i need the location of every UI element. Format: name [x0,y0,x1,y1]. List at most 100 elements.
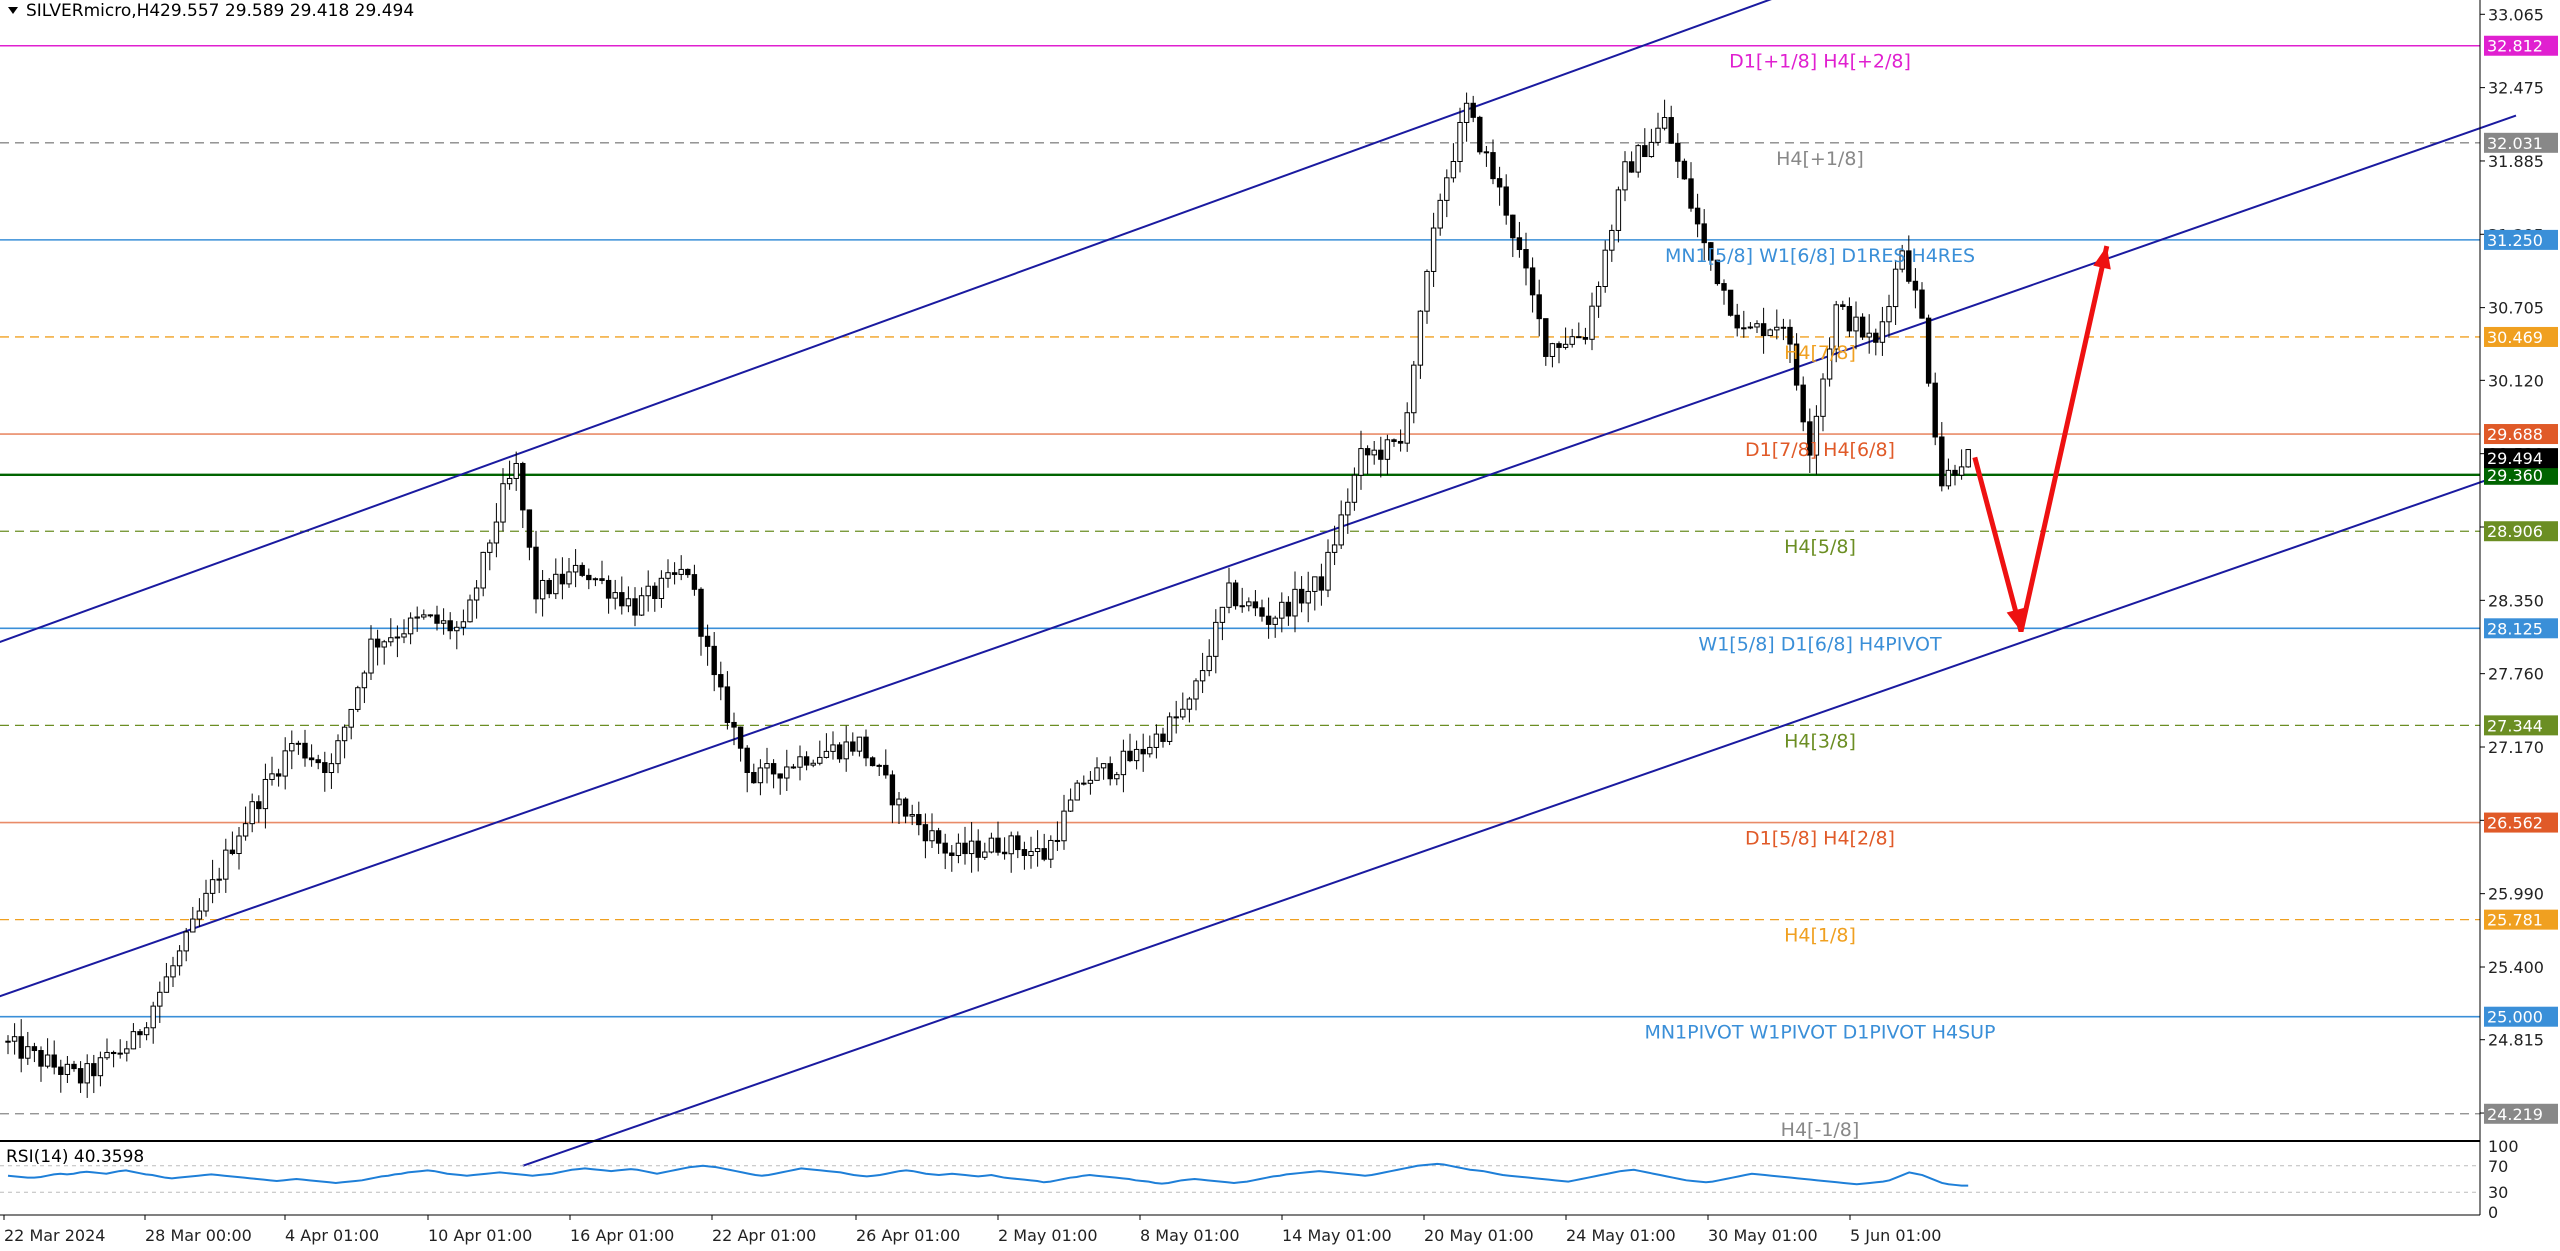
candle-body [1483,151,1490,154]
candle-body [427,614,434,617]
price-tag-label: 28.125 [2487,619,2543,638]
candle-body [1318,576,1325,591]
candle-body [1074,782,1080,801]
time-tick-label: 22 Apr 01:00 [712,1226,816,1245]
price-tag-bg [2484,464,2558,485]
candle-body [678,568,684,575]
candle-body [447,620,453,632]
candle-body [1021,849,1028,856]
candle-body [539,579,546,600]
level-labels: D1[+1/8] H4[+2/8] H4[+1/8] MN1[5/8] W1[6/8… [1644,51,1995,1141]
price-tick-label: 32.475 [2488,79,2544,98]
candle-body [124,1048,130,1054]
level-label: W1[5/8] D1[6/8] H4PIVOT [1698,633,1942,655]
arrow-head-icon [2093,246,2111,270]
candle-body [1061,810,1067,842]
candle-body [1807,421,1813,456]
price-tag-label: 25.781 [2487,911,2543,930]
price-tag-bg [2484,521,2558,542]
candle-body [599,578,605,581]
candle-body [1675,142,1681,162]
candle-body [473,587,480,601]
price-tick-label: 25.990 [2488,885,2544,904]
channel-line[interactable] [0,114,2517,998]
candle-body [38,1050,44,1067]
rsi-axis-label: 30 [2488,1183,2508,1202]
candle-body [302,742,308,759]
candle-body [1925,317,1932,384]
candle-body [1965,449,1971,468]
candle-body [394,636,401,639]
level-label: H4[3/8] [1784,730,1856,752]
candle-body [526,509,533,548]
candle-body [757,767,764,784]
candle-body [1846,305,1853,332]
candle-body [751,771,757,784]
candle-body [698,588,704,637]
candle-body [1754,323,1760,328]
ohlc-values: 29.557 29.589 29.418 29.494 [160,1,414,21]
candle-body [652,585,658,599]
forecast-path[interactable] [1972,245,2110,633]
candle-body [1292,588,1298,617]
trend-channel-lines[interactable] [0,0,2517,1167]
candle-body [830,744,836,752]
candle-body [1879,321,1886,343]
candle-body [1873,332,1879,343]
price-tick-label: 25.400 [2488,958,2544,977]
candle-body [25,1046,31,1059]
candle-body [18,1036,24,1059]
candle-body [58,1066,64,1075]
level-label: H4[1/8] [1784,925,1856,947]
candle-body [1028,851,1034,856]
level-label: H4[5/8] [1784,536,1856,558]
price-tag-label: 27.344 [2487,716,2543,735]
candle-body [612,592,618,599]
candle-body [421,614,427,618]
candle-body [51,1054,57,1068]
candle-body [1463,102,1470,123]
candle-body [242,823,249,837]
level-label: H4[7/8] [1784,342,1856,364]
candle-body [460,621,467,628]
candle-body [790,766,797,769]
candle-body [691,574,698,590]
candle-body [1529,267,1536,296]
channel-line[interactable] [0,0,1803,644]
candle-body [196,910,203,920]
price-tag-bg [2484,1103,2558,1124]
candle-body [1800,384,1806,423]
murrey-math-levels [0,44,2480,1115]
candle-body [401,633,407,638]
time-axis[interactable]: 22 Mar 2024 28 Mar 00:00 4 Apr 01:00 10 Apr… [3,1215,1941,1245]
candle-body [889,774,896,806]
candle-body [1952,469,1958,476]
candle-body [1411,364,1417,414]
candle-body [137,1031,143,1036]
price-tag-bg [2484,1006,2558,1027]
candle-body [1681,160,1688,180]
candle-body [949,852,955,856]
candle-body [1153,733,1160,748]
candle-body [566,571,572,585]
triangle-down-icon[interactable] [8,7,18,14]
candle-body [658,577,665,599]
forecast-arrow[interactable] [1972,245,2111,633]
candle-body [328,763,335,774]
candle-body [1793,343,1800,386]
candle-body [209,879,216,894]
candle-body [1562,343,1569,348]
channel-line[interactable] [522,468,2517,1167]
price-axis[interactable]: 33.06532.47531.88531.29530.70530.12029.5… [2480,5,2544,1123]
candle-body [1298,588,1305,604]
candle-body [1081,782,1087,785]
candle-body [863,736,869,759]
price-tag-label: 24.219 [2487,1105,2543,1124]
candle-body [5,1040,11,1043]
candle-body [1173,716,1179,719]
candle-body [1199,670,1206,682]
candle-body [1239,605,1245,608]
candle-body [203,892,209,912]
